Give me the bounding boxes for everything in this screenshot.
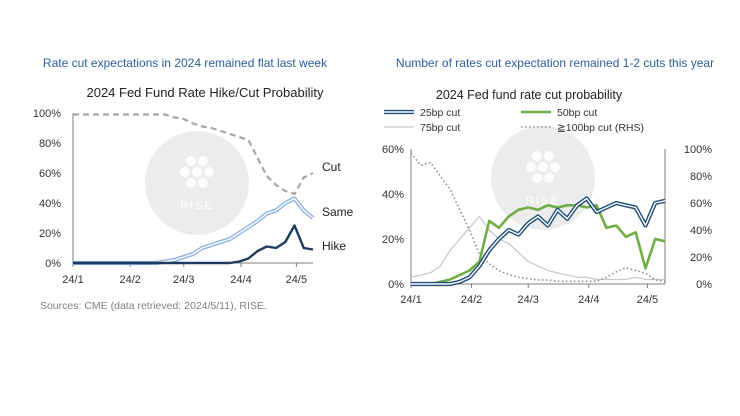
right-watermark-text: RISE <box>526 195 560 207</box>
right-chart-x-tick-label: 24/5 <box>637 294 658 306</box>
left-chart-panel: Rate cut expectations in 2024 remained f… <box>33 56 354 312</box>
left-x-tick-label: 24/2 <box>120 274 141 286</box>
left-y-tick-label: 20% <box>39 228 61 240</box>
right-chart-x-tick-label: 24/2 <box>461 294 482 306</box>
right-chart-right-y-tick-label: 40% <box>690 225 712 237</box>
right-chart-x-tick-label: 24/3 <box>518 294 539 306</box>
right-chart-panel: Number of rates cut expectation remained… <box>370 0 740 416</box>
left-watermark-logo-icon <box>180 156 214 188</box>
left-y-tick-label: 0% <box>45 258 61 270</box>
fed-rate-cut-probability-chart: RISE 2024 Fed fund rate cut probability 25… <box>382 88 712 306</box>
fed-hike-cut-probability-chart: RISE 2024 Fed Fund Rate Hike/Cut Probabil… <box>33 85 354 286</box>
right-chart-right-y-tick-label: 80% <box>690 171 712 183</box>
right-chart-heading: Number of rates cut expectation remained… <box>395 56 715 70</box>
right-chart-right-y-tick-label: 100% <box>684 144 712 156</box>
left-x-tick-label: 24/3 <box>173 274 194 286</box>
right-chart-right-y-tick-label: 60% <box>690 198 712 210</box>
left-chart-title: 2024 Fed Fund Rate Hike/Cut Probability <box>86 85 324 100</box>
left-chart-heading: Rate cut expectations in 2024 remained f… <box>42 56 328 70</box>
left-y-tick-label: 100% <box>33 108 61 120</box>
right-watermark-logo-icon <box>526 151 560 183</box>
legend-label-75bp-cut: 75bp cut <box>420 122 460 134</box>
left-series-label-same: Same <box>322 205 354 219</box>
right-chart-left-y-tick-label: 20% <box>382 234 404 246</box>
legend-label-100bp-cut-rhs: ≧100bp cut (RHS) <box>557 122 644 134</box>
left-watermark-text: RISE <box>180 200 214 212</box>
left-series-label-hike: Hike <box>322 239 346 253</box>
left-x-tick-label: 24/4 <box>230 274 251 286</box>
right-chart-right-y-tick-label: 20% <box>690 252 712 264</box>
right-series-50bp-cut <box>411 204 666 286</box>
left-y-tick-label: 80% <box>39 138 61 150</box>
left-y-tick-label: 60% <box>39 168 61 180</box>
left-series-cut <box>73 113 314 196</box>
left-y-tick-label: 40% <box>39 198 61 210</box>
right-chart-x-tick-label: 24/1 <box>400 294 421 306</box>
right-series-25bp-cut <box>411 196 666 287</box>
left-series-hike <box>73 224 314 265</box>
right-series-100bp-cut-rhs <box>410 152 666 283</box>
right-chart-left-y-tick-label: 60% <box>382 144 404 156</box>
right-chart-x-tick-label: 24/4 <box>578 294 599 306</box>
legend-label-50bp-cut: 50bp cut <box>557 107 597 119</box>
left-watermark-circle <box>145 131 249 235</box>
legend-label-25bp-cut: 25bp cut <box>420 107 460 119</box>
right-chart-title: 2024 Fed fund rate cut probability <box>436 88 623 102</box>
right-chart-left-y-tick-label: 0% <box>388 279 404 291</box>
left-x-tick-label: 24/1 <box>62 274 83 286</box>
left-series-label-cut: Cut <box>322 160 341 174</box>
left-x-tick-label: 24/5 <box>286 274 307 286</box>
right-series-75bp-cut <box>410 215 665 281</box>
sources-note: Sources: CME (data retrieved: 2024/5/11)… <box>40 300 267 312</box>
right-watermark-circle <box>491 126 595 230</box>
right-chart-right-y-tick-label: 0% <box>696 279 712 291</box>
right-chart-left-y-tick-label: 40% <box>382 189 404 201</box>
